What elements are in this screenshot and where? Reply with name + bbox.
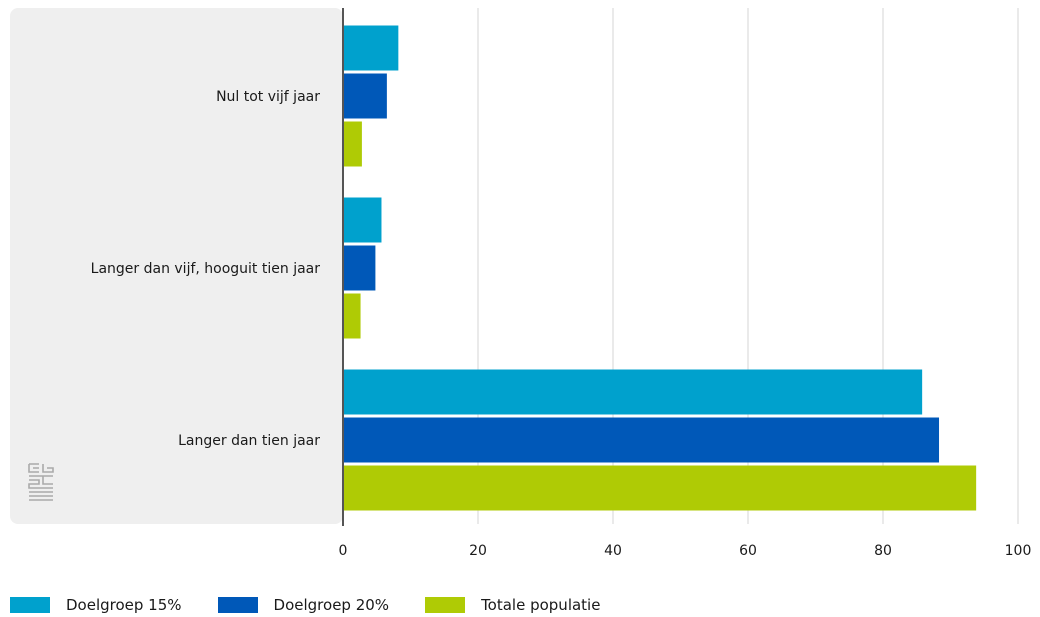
legend-label: Totale populatie [481, 596, 601, 614]
bar [343, 73, 387, 119]
bar [343, 121, 362, 167]
legend-label: Doelgroep 20% [273, 596, 390, 614]
legend-swatch [10, 597, 50, 613]
bar [343, 197, 382, 243]
bar [343, 417, 940, 463]
legend-item-totale-populatie: Totale populatie [425, 596, 600, 614]
legend-item-doelgroep-15: Doelgroep 15% [10, 596, 182, 614]
cbs-logo-icon [28, 463, 54, 501]
legend-item-doelgroep-20: Doelgroep 20% [217, 596, 390, 614]
category-label: Nul tot vijf jaar [216, 89, 320, 105]
legend: Doelgroep 15% Doelgroep 20% Totale popul… [10, 596, 636, 614]
bars [343, 25, 977, 511]
bar [343, 465, 977, 511]
bar [343, 369, 923, 415]
category-label-panel [10, 8, 343, 524]
legend-swatch [425, 597, 466, 613]
x-tick-label: 40 [604, 543, 622, 559]
legend-swatch [217, 597, 258, 613]
x-tick-label: 80 [874, 543, 892, 559]
x-tick-label: 60 [739, 543, 757, 559]
category-label: Langer dan vijf, hooguit tien jaar [91, 261, 321, 277]
x-tick-label: 100 [1005, 543, 1032, 559]
x-tick-label: 0 [339, 543, 348, 559]
category-labels: Nul tot vijf jaar Langer dan vijf, hoogui… [91, 89, 321, 449]
legend-label: Doelgroep 15% [66, 596, 182, 614]
bar [343, 245, 376, 291]
bar [343, 293, 361, 339]
x-tick-labels: 0 20 40 60 80 100 [339, 543, 1032, 559]
category-label: Langer dan tien jaar [178, 433, 320, 449]
x-tick-label: 20 [469, 543, 487, 559]
chart: Nul tot vijf jaar Langer dan vijf, hoogui… [10, 8, 1032, 559]
bar [343, 25, 399, 71]
